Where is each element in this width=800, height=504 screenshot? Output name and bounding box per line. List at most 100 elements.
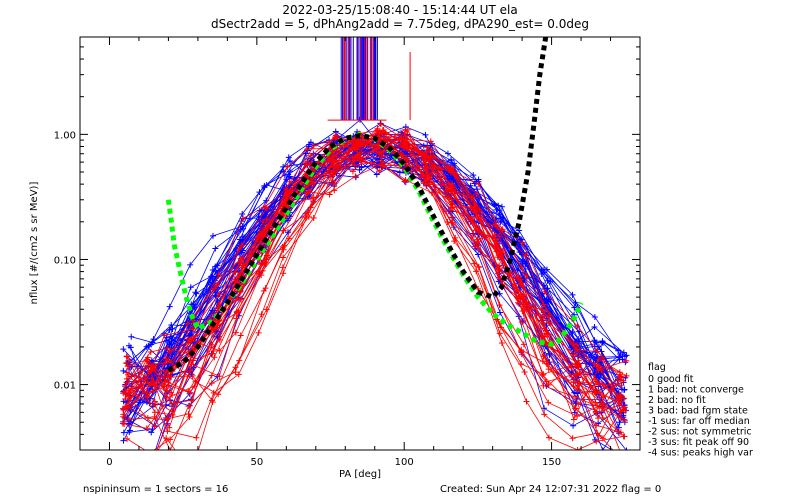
red-data-point bbox=[570, 341, 577, 348]
red-data-point bbox=[546, 434, 553, 441]
red-data-point bbox=[165, 379, 172, 386]
red-data-point bbox=[595, 432, 602, 439]
red-data-point bbox=[422, 160, 429, 167]
red-data-point bbox=[151, 453, 157, 459]
red-data-point bbox=[523, 398, 530, 405]
red-spectrum-line bbox=[125, 144, 619, 432]
plot-frame bbox=[79, 36, 641, 451]
x-tick-label: 0 bbox=[106, 457, 112, 468]
red-data-point bbox=[184, 320, 191, 327]
red-spectrum-line bbox=[128, 136, 622, 409]
blue-data-point bbox=[128, 333, 135, 340]
red-data-point bbox=[123, 360, 130, 367]
blue-data-point bbox=[619, 356, 626, 363]
red-data-point bbox=[144, 380, 151, 387]
blue-data-point bbox=[148, 461, 154, 467]
red-data-point bbox=[499, 250, 506, 257]
red-data-point bbox=[615, 396, 622, 403]
blue-data-point bbox=[192, 289, 199, 296]
blue-data-point bbox=[576, 328, 583, 335]
red-data-point bbox=[357, 154, 364, 161]
red-data-point bbox=[125, 416, 132, 423]
red-spectrum-line bbox=[123, 135, 625, 437]
red-data-point bbox=[259, 267, 266, 274]
legend-entry: -4 sus: peaks high var bbox=[648, 448, 753, 459]
legend-entry: -1 sus: far off median bbox=[648, 416, 750, 427]
blue-data-point bbox=[239, 211, 246, 218]
legend-entry: 0 good fit bbox=[648, 374, 694, 385]
blue-spectrum-line bbox=[127, 145, 625, 410]
red-data-point bbox=[124, 371, 131, 378]
x-tick-label: 150 bbox=[542, 457, 561, 468]
red-data-point bbox=[263, 205, 270, 212]
blue-data-point bbox=[214, 262, 221, 269]
red-data-point bbox=[546, 320, 553, 327]
red-data-point bbox=[354, 146, 361, 153]
red-data-point bbox=[597, 389, 604, 396]
red-data-point bbox=[216, 347, 223, 354]
red-data-point bbox=[166, 424, 173, 431]
blue-data-point bbox=[377, 120, 384, 127]
blue-data-point bbox=[187, 261, 194, 268]
red-data-point bbox=[451, 171, 458, 178]
blue-data-point bbox=[450, 177, 457, 184]
legend-heading: flag bbox=[648, 362, 666, 373]
red-data-point bbox=[147, 469, 153, 475]
blue-data-point bbox=[599, 340, 606, 347]
red-data-point bbox=[474, 190, 481, 197]
flag-legend: flag 0 good fit 1 bad: not converge 2 ba… bbox=[648, 362, 753, 459]
red-data-point bbox=[443, 187, 450, 194]
red-data-point bbox=[237, 289, 244, 296]
red-data-point bbox=[574, 363, 581, 370]
blue-spectra-group bbox=[120, 116, 630, 467]
legend-entry: -2 sus: not symmetric bbox=[648, 427, 752, 438]
red-data-point bbox=[232, 269, 239, 276]
red-data-point bbox=[595, 415, 602, 422]
red-data-point bbox=[595, 356, 602, 363]
red-data-point bbox=[231, 278, 238, 285]
red-data-point bbox=[123, 375, 130, 382]
red-data-point bbox=[448, 196, 455, 203]
red-data-point bbox=[122, 404, 129, 411]
footer-right: Created: Sun Apr 24 12:07:31 2022 flag =… bbox=[440, 484, 661, 495]
red-data-point bbox=[124, 353, 131, 360]
blue-data-point bbox=[448, 156, 455, 163]
y-tick-label: 1.00 bbox=[54, 130, 76, 141]
red-data-point bbox=[186, 414, 193, 421]
red-data-point bbox=[122, 450, 128, 456]
red-data-point bbox=[192, 378, 199, 385]
red-data-point bbox=[570, 416, 577, 423]
red-data-point bbox=[521, 308, 528, 315]
blue-data-point bbox=[287, 158, 294, 165]
red-data-point bbox=[240, 262, 247, 269]
red-data-point bbox=[541, 333, 548, 340]
red-data-point bbox=[304, 146, 311, 153]
blue-data-point bbox=[358, 164, 365, 171]
red-data-point bbox=[167, 389, 174, 396]
red-data-point bbox=[543, 378, 550, 385]
red-data-point bbox=[517, 276, 524, 283]
red-data-point bbox=[475, 285, 482, 292]
red-data-point bbox=[495, 252, 502, 259]
red-data-point bbox=[331, 180, 338, 187]
red-data-point bbox=[164, 344, 171, 351]
red-data-point bbox=[238, 296, 245, 303]
red-data-point bbox=[307, 195, 314, 202]
blue-data-point bbox=[285, 154, 292, 161]
blue-data-point bbox=[422, 131, 429, 138]
red-data-point bbox=[310, 142, 317, 149]
red-data-point bbox=[591, 388, 598, 395]
blue-data-point bbox=[470, 172, 477, 179]
red-data-point bbox=[168, 400, 175, 407]
red-data-point bbox=[492, 221, 499, 228]
red-data-point bbox=[352, 173, 359, 180]
red-data-point bbox=[151, 365, 158, 372]
red-data-point bbox=[187, 337, 194, 344]
red-data-point bbox=[618, 382, 625, 389]
blue-data-point bbox=[619, 386, 626, 393]
red-data-point bbox=[496, 262, 503, 269]
red-data-point bbox=[216, 373, 223, 380]
red-data-point bbox=[572, 394, 579, 401]
blue-data-point bbox=[187, 284, 194, 291]
red-spectra-group bbox=[119, 120, 630, 475]
